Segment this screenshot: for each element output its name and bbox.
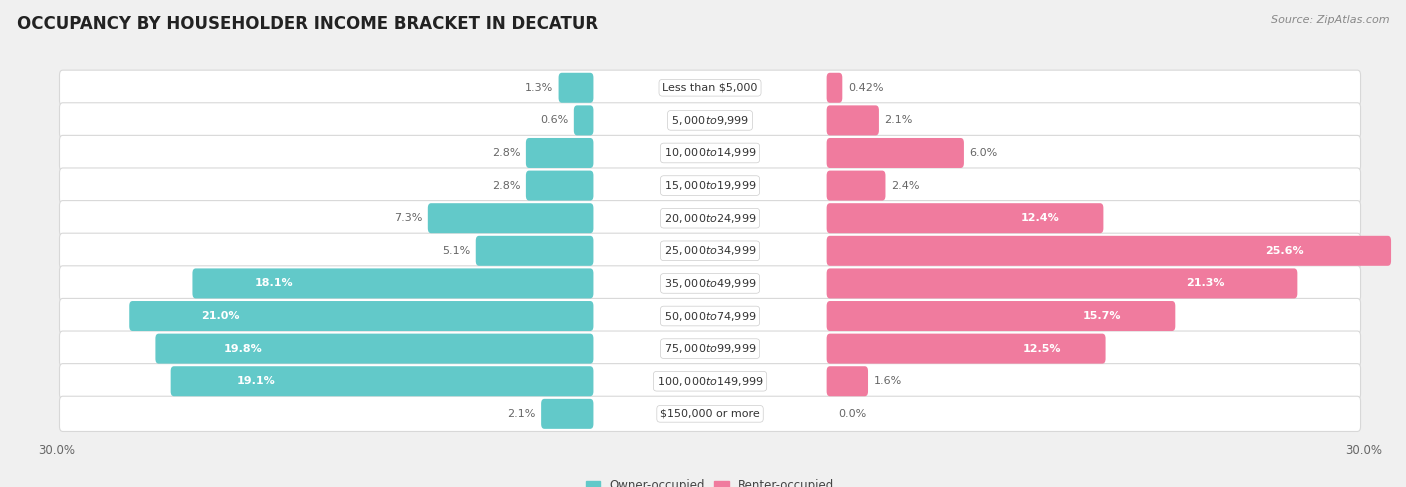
- Text: $75,000 to $99,999: $75,000 to $99,999: [664, 342, 756, 355]
- Text: 7.3%: 7.3%: [394, 213, 422, 223]
- Text: 2.1%: 2.1%: [884, 115, 912, 125]
- Text: 5.1%: 5.1%: [441, 246, 470, 256]
- Text: 0.6%: 0.6%: [540, 115, 568, 125]
- FancyBboxPatch shape: [59, 168, 1361, 203]
- FancyBboxPatch shape: [526, 170, 593, 201]
- Text: Source: ZipAtlas.com: Source: ZipAtlas.com: [1271, 15, 1389, 25]
- FancyBboxPatch shape: [59, 364, 1361, 399]
- FancyBboxPatch shape: [574, 105, 593, 135]
- FancyBboxPatch shape: [59, 396, 1361, 431]
- FancyBboxPatch shape: [59, 266, 1361, 301]
- FancyBboxPatch shape: [156, 334, 593, 364]
- Text: 19.1%: 19.1%: [236, 376, 276, 386]
- Text: 6.0%: 6.0%: [969, 148, 998, 158]
- Text: 0.42%: 0.42%: [848, 83, 883, 93]
- Text: 15.7%: 15.7%: [1083, 311, 1121, 321]
- Text: 19.8%: 19.8%: [224, 344, 262, 354]
- FancyBboxPatch shape: [827, 203, 1104, 233]
- Text: $35,000 to $49,999: $35,000 to $49,999: [664, 277, 756, 290]
- Text: Less than $5,000: Less than $5,000: [662, 83, 758, 93]
- FancyBboxPatch shape: [827, 73, 842, 103]
- FancyBboxPatch shape: [59, 135, 1361, 170]
- Text: $10,000 to $14,999: $10,000 to $14,999: [664, 147, 756, 159]
- Text: 12.4%: 12.4%: [1021, 213, 1060, 223]
- FancyBboxPatch shape: [827, 236, 1391, 266]
- Text: 18.1%: 18.1%: [254, 279, 294, 288]
- FancyBboxPatch shape: [541, 399, 593, 429]
- Text: 1.6%: 1.6%: [873, 376, 901, 386]
- FancyBboxPatch shape: [526, 138, 593, 168]
- FancyBboxPatch shape: [59, 233, 1361, 268]
- Text: $20,000 to $24,999: $20,000 to $24,999: [664, 212, 756, 225]
- Text: 2.4%: 2.4%: [891, 181, 920, 190]
- FancyBboxPatch shape: [59, 331, 1361, 366]
- Legend: Owner-occupied, Renter-occupied: Owner-occupied, Renter-occupied: [586, 479, 834, 487]
- FancyBboxPatch shape: [558, 73, 593, 103]
- FancyBboxPatch shape: [193, 268, 593, 299]
- Text: 2.1%: 2.1%: [508, 409, 536, 419]
- FancyBboxPatch shape: [59, 103, 1361, 138]
- FancyBboxPatch shape: [129, 301, 593, 331]
- Text: OCCUPANCY BY HOUSEHOLDER INCOME BRACKET IN DECATUR: OCCUPANCY BY HOUSEHOLDER INCOME BRACKET …: [17, 15, 598, 33]
- FancyBboxPatch shape: [59, 70, 1361, 105]
- Text: 2.8%: 2.8%: [492, 181, 520, 190]
- Text: 25.6%: 25.6%: [1265, 246, 1305, 256]
- Text: 1.3%: 1.3%: [524, 83, 553, 93]
- Text: 21.0%: 21.0%: [201, 311, 239, 321]
- FancyBboxPatch shape: [827, 105, 879, 135]
- Text: $5,000 to $9,999: $5,000 to $9,999: [671, 114, 749, 127]
- FancyBboxPatch shape: [827, 268, 1298, 299]
- FancyBboxPatch shape: [827, 366, 868, 396]
- FancyBboxPatch shape: [827, 170, 886, 201]
- FancyBboxPatch shape: [427, 203, 593, 233]
- FancyBboxPatch shape: [827, 301, 1175, 331]
- FancyBboxPatch shape: [827, 334, 1105, 364]
- Text: $150,000 or more: $150,000 or more: [661, 409, 759, 419]
- Text: 21.3%: 21.3%: [1185, 279, 1225, 288]
- Text: $25,000 to $34,999: $25,000 to $34,999: [664, 244, 756, 257]
- Text: $15,000 to $19,999: $15,000 to $19,999: [664, 179, 756, 192]
- FancyBboxPatch shape: [59, 299, 1361, 334]
- Text: $50,000 to $74,999: $50,000 to $74,999: [664, 310, 756, 322]
- FancyBboxPatch shape: [827, 138, 965, 168]
- FancyBboxPatch shape: [59, 201, 1361, 236]
- FancyBboxPatch shape: [475, 236, 593, 266]
- Text: 12.5%: 12.5%: [1024, 344, 1062, 354]
- Text: 0.0%: 0.0%: [838, 409, 868, 419]
- Text: 2.8%: 2.8%: [492, 148, 520, 158]
- Text: $100,000 to $149,999: $100,000 to $149,999: [657, 375, 763, 388]
- FancyBboxPatch shape: [170, 366, 593, 396]
